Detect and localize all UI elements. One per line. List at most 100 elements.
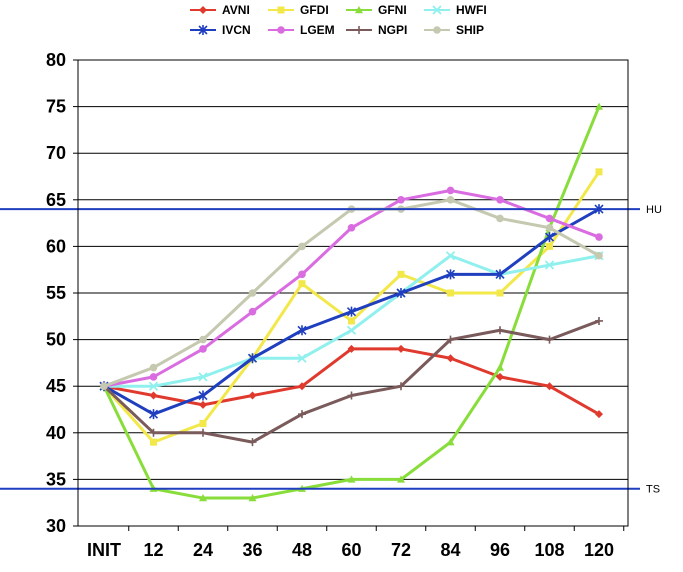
legend-label: SHIP [456,23,484,37]
data-point-hwfi [297,353,307,363]
data-point-lgem [496,196,504,204]
data-point-ngpi [199,428,207,437]
data-point-hwfi [148,381,159,391]
x-tick-label: 12 [143,540,163,560]
x-tick-label: 60 [341,540,361,560]
data-point-ivcn [495,269,505,280]
y-tick-label: 60 [46,236,66,256]
legend-label: IVCN [222,23,251,37]
data-point-lgem [545,214,554,223]
data-point-gfni [199,494,207,502]
legend-marker [355,6,363,14]
series-ivcn [99,204,604,420]
series-gfni [100,102,603,502]
data-point-ship [298,242,306,251]
legend-marker [198,25,208,35]
data-point-hwfi [544,260,555,270]
data-point-gfni [446,438,455,446]
data-point-lgem [397,196,405,204]
legend-marker [355,26,363,34]
series-lgem [100,186,603,391]
data-point-gfni [595,102,603,110]
x-tick-label: 72 [391,540,411,560]
x-axis-ticks: INIT 12 24 36 48 60 72 84 96 108 120 [87,526,625,560]
data-point-ship [446,196,455,204]
y-tick-label: 70 [46,143,66,163]
y-tick-label: 65 [46,190,66,210]
data-point-gfni [347,475,356,483]
data-point-lgem [248,307,257,316]
data-point-avni [397,344,405,353]
y-tick-label: 30 [46,516,66,536]
x-tick-label: 108 [534,540,564,560]
gridlines [78,59,628,527]
data-point-ship [199,335,207,344]
data-point-ivcn [297,325,307,336]
data-point-avni [248,391,257,400]
legend-item-ivcn: IVCN [190,23,251,37]
data-point-hwfi [445,251,456,261]
data-point-ship [100,382,108,391]
data-point-gfdi [199,419,207,427]
data-point-ngpi [248,438,257,447]
data-point-ivcn [198,390,208,401]
data-point-ivcn [544,232,555,243]
data-point-gfdi [150,438,157,446]
legend-item-lgem: LGEM [268,23,335,37]
y-axis-ticks: 30 35 40 45 50 55 60 65 70 75 80 [46,50,78,536]
x-tick-label: 120 [584,540,614,560]
data-point-ship [595,251,603,260]
x-tick-label: 24 [193,540,213,560]
data-point-ngpi [397,382,405,391]
data-point-avni [199,400,207,409]
data-point-avni [496,372,504,381]
legend-marker [432,5,442,15]
legend-item-ship: SHIP [424,23,484,37]
legend-label: GFNI [378,3,407,17]
data-point-lgem [347,223,356,232]
data-point-ngpi [595,316,603,325]
data-point-lgem [149,373,158,381]
data-point-hwfi [198,372,208,382]
legend-item-ngpi: NGPI [346,23,407,37]
data-point-ivcn [346,306,357,317]
legend-label: LGEM [300,23,335,37]
data-point-ship [496,214,504,223]
data-point-gfdi [447,289,454,297]
legend-marker [277,6,285,14]
series-line-gfni [102,106,601,500]
data-point-ship [545,223,554,232]
legend-label: HWFI [456,3,487,17]
reference-lines: HU TS [0,204,662,496]
x-tick-label: 84 [440,540,460,560]
data-point-avni [595,410,603,419]
legend-label: AVNI [222,3,250,17]
data-point-gfni [397,475,405,483]
y-tick-label: 80 [46,50,66,70]
data-point-ngpi [347,391,356,400]
legend-item-gfdi: GFDI [268,3,329,17]
legend-item-avni: AVNI [190,3,250,17]
legend-item-gfni: GFNI [346,3,407,17]
legend-item-hwfi: HWFI [424,3,487,17]
data-point-gfdi [298,280,306,288]
data-point-ngpi [298,410,306,419]
data-point-gfdi [546,242,553,250]
legend-label: NGPI [378,23,407,37]
x-tick-label: 36 [242,540,262,560]
y-tick-label: 75 [46,97,66,117]
data-point-ivcn [396,288,406,298]
plot-frame [77,59,629,527]
data-point-ivcn [148,409,159,420]
legend-marker [433,26,441,34]
y-tick-label: 55 [46,283,66,303]
data-point-lgem [595,233,603,241]
data-point-ship [149,363,158,372]
data-point-ivcn [247,353,258,364]
series-group [99,102,604,502]
data-point-ngpi [446,335,455,344]
data-point-ngpi [496,326,504,335]
x-tick-label: INIT [87,540,121,560]
legend-label: GFDI [300,3,329,17]
data-point-gfdi [496,289,504,297]
